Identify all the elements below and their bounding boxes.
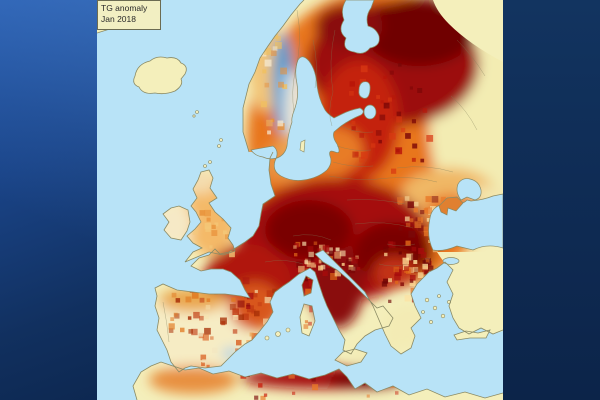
white-sea bbox=[340, 0, 380, 54]
map-title-box: TG anomaly Jan 2018 bbox=[97, 0, 161, 30]
baltic-sea bbox=[250, 56, 364, 181]
lake-onega bbox=[358, 81, 371, 99]
no-data-turkey bbox=[437, 252, 503, 334]
crimea bbox=[438, 196, 464, 216]
right-panel-background bbox=[503, 0, 600, 400]
map-title-line1: TG anomaly bbox=[101, 3, 148, 13]
sea-of-azov bbox=[456, 178, 482, 201]
sea-of-marmara bbox=[442, 257, 460, 265]
country-borders bbox=[162, 9, 486, 343]
left-panel-light-streak bbox=[0, 0, 97, 400]
small-islands bbox=[192, 110, 451, 341]
no-data-northeast bbox=[429, 0, 503, 62]
map-title-line2: Jan 2018 bbox=[101, 13, 136, 24]
map-canvas bbox=[97, 0, 503, 400]
lake-ladoga bbox=[363, 104, 377, 120]
iceland bbox=[133, 57, 187, 94]
left-panel-background bbox=[0, 0, 97, 400]
europe-anomaly-map: TG anomaly Jan 2018 bbox=[97, 0, 503, 400]
